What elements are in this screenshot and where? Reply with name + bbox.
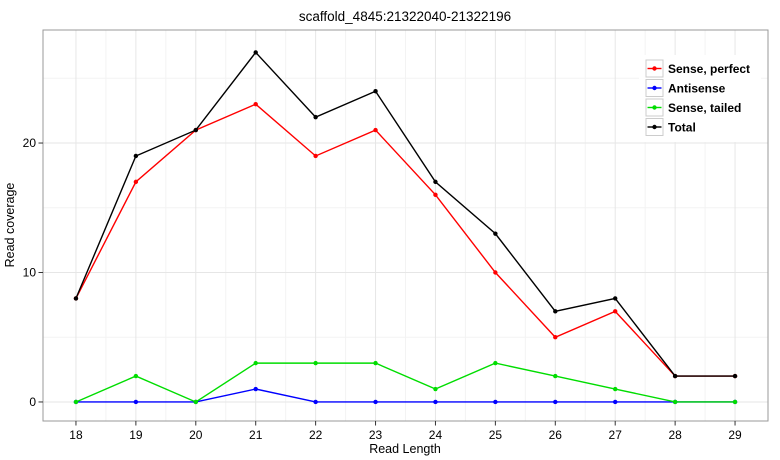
data-point <box>553 335 558 340</box>
data-point <box>73 296 79 301</box>
y-tick-label: 20 <box>23 136 37 150</box>
series-line <box>75 388 736 403</box>
data-point <box>133 399 139 405</box>
series-line <box>75 103 736 377</box>
data-point <box>193 399 198 405</box>
x-tick-label: 26 <box>549 428 563 442</box>
series-line <box>75 51 736 377</box>
data-point <box>493 360 498 366</box>
x-tick-label: 22 <box>309 428 323 442</box>
x-tick-label: 18 <box>69 428 83 442</box>
y-tick-label: 0 <box>29 395 36 409</box>
data-point <box>433 179 438 185</box>
legend-item: Sense, tailed <box>645 98 741 117</box>
x-tick-label: 25 <box>489 428 503 442</box>
legend-item: Sense, perfect <box>645 59 750 78</box>
legend-key-point <box>652 124 657 130</box>
x-tick-label: 28 <box>668 428 682 442</box>
legend: Sense, perfect Antisense Sense, tailed Tota… <box>639 55 761 142</box>
data-point <box>313 153 318 159</box>
axis-ticks: 18 19 20 21 22 23 24 25 26 27 28 29 0 10 20 <box>23 136 742 442</box>
data-point <box>493 270 498 275</box>
series-line <box>75 362 736 403</box>
legend-item: Antisense <box>645 79 726 97</box>
data-point <box>313 114 318 120</box>
y-tick-label: 10 <box>23 265 37 279</box>
x-tick-label: 23 <box>369 428 383 442</box>
data-point <box>133 153 139 159</box>
x-axis-title: Read Length <box>369 442 441 456</box>
legend-item: Total <box>645 118 696 136</box>
legend-label: Sense, perfect <box>668 62 750 76</box>
data-point <box>553 309 558 314</box>
data-point <box>373 89 378 94</box>
x-tick-label: 29 <box>728 428 742 442</box>
legend-key-point <box>652 85 657 91</box>
data-point <box>732 399 738 405</box>
data-point <box>373 360 378 366</box>
data-point <box>613 309 618 314</box>
data-point <box>433 386 438 392</box>
data-point <box>613 296 618 301</box>
data-point <box>613 386 618 392</box>
data-point <box>433 399 438 405</box>
data-point <box>133 373 139 379</box>
x-tick-label: 21 <box>249 428 263 442</box>
data-point <box>493 231 498 236</box>
data-point <box>553 399 558 405</box>
data-point <box>613 399 618 405</box>
y-axis-title: Read coverage <box>3 183 17 268</box>
data-point <box>73 399 79 405</box>
data-point <box>313 360 318 366</box>
data-point <box>193 127 198 133</box>
data-point <box>253 50 258 55</box>
data-point <box>253 101 258 107</box>
legend-key-point <box>652 105 657 110</box>
data-point <box>672 399 678 405</box>
x-tick-label: 20 <box>189 428 203 442</box>
legend-label: Antisense <box>668 82 726 96</box>
series-sense-tailed <box>73 360 738 405</box>
data-point <box>313 399 318 405</box>
data-point <box>672 373 678 379</box>
chart-title: scaffold_4845:21322040-21322196 <box>299 9 511 24</box>
minor-gridlines <box>43 30 768 421</box>
x-tick-label: 24 <box>429 428 443 442</box>
data-point <box>253 360 258 366</box>
data-point <box>433 192 438 198</box>
legend-label: Total <box>668 121 696 135</box>
data-point <box>133 179 139 185</box>
data-point <box>373 399 378 405</box>
data-point <box>553 373 558 379</box>
panel-border <box>42 29 769 422</box>
data-point <box>373 127 378 133</box>
data-point <box>493 399 498 405</box>
legend-label: Sense, tailed <box>668 101 741 115</box>
data-point <box>732 373 738 379</box>
x-tick-label: 19 <box>129 428 143 442</box>
data-point <box>253 386 258 392</box>
series-total <box>73 50 738 379</box>
x-tick-label: 27 <box>609 428 623 442</box>
legend-key-point <box>652 66 657 71</box>
